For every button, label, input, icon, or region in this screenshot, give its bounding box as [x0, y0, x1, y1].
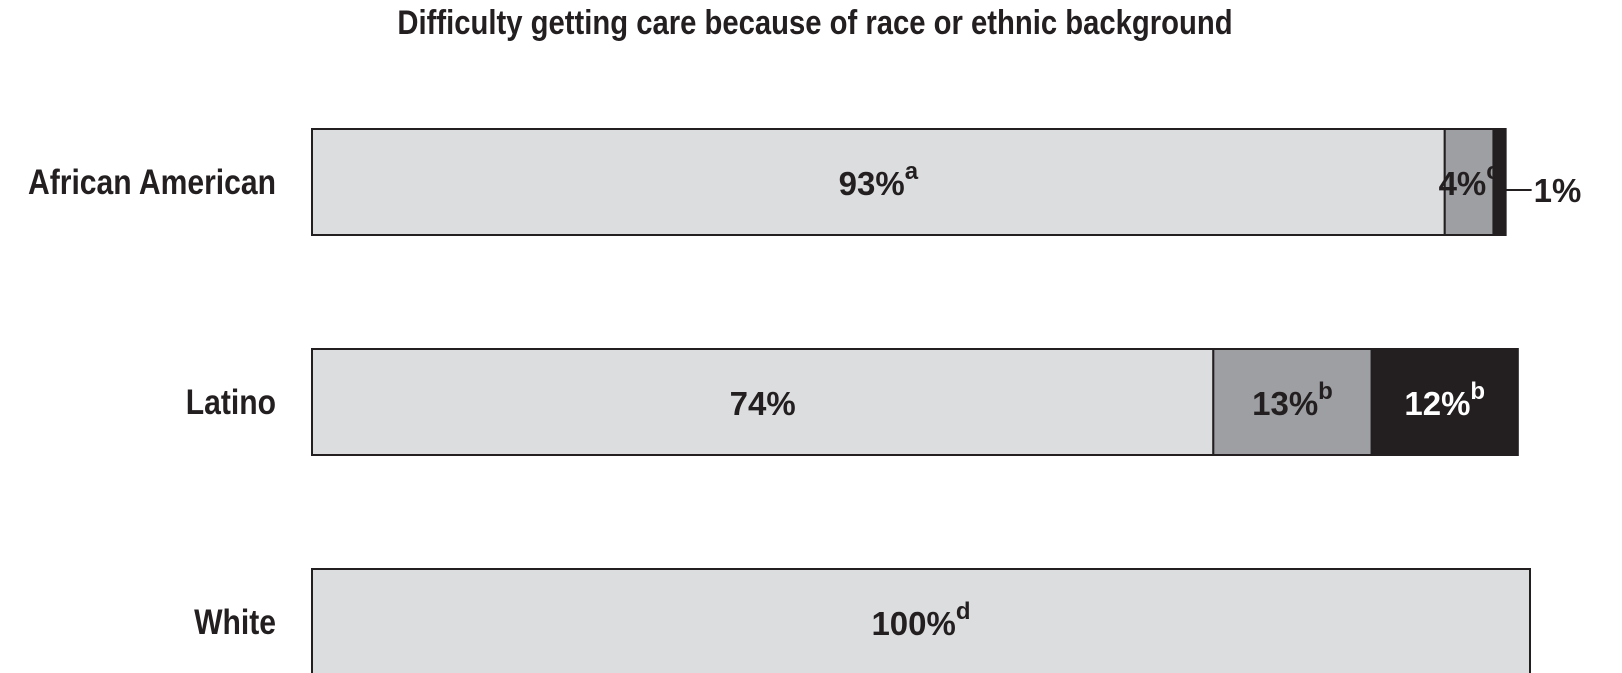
data-label: 74% — [730, 385, 796, 422]
category-label: White — [194, 602, 276, 642]
bar-segment — [1212, 348, 1373, 456]
data-label: 13%b — [1252, 378, 1333, 422]
bar-segment — [311, 128, 1446, 236]
bar-segment — [311, 348, 1215, 456]
bar-segment — [1370, 348, 1519, 456]
bar-segment — [1443, 128, 1495, 236]
chart-title: Difficulty getting care because of race … — [397, 4, 1233, 42]
data-label: 93%a — [839, 158, 919, 202]
data-label: 100%d — [871, 598, 970, 642]
category-label: African American — [28, 162, 276, 202]
bar-segment — [311, 568, 1531, 673]
data-label: 12%b — [1404, 378, 1485, 422]
data-label: 1% — [1534, 172, 1582, 209]
bar-segment — [1492, 128, 1507, 236]
category-label: Latino — [186, 382, 276, 422]
